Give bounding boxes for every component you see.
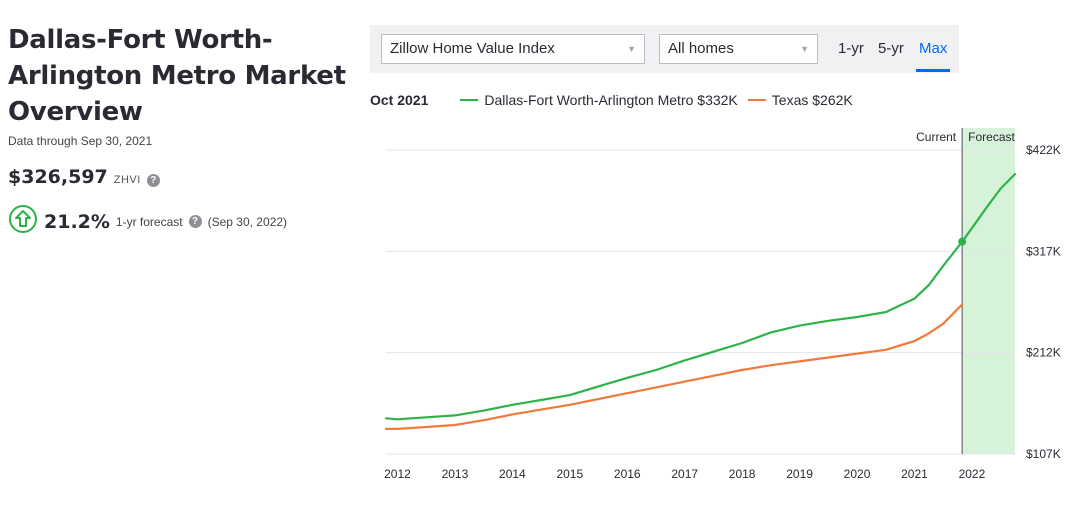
- y-tick-label: $422K: [1026, 143, 1061, 157]
- phase-label-current: Current: [916, 130, 957, 144]
- y-tick-label: $212K: [1026, 346, 1061, 360]
- x-tick-label: 2022: [959, 467, 986, 481]
- range-tab-5yr[interactable]: 5-yr: [878, 40, 904, 57]
- phase-label-forecast: Forecast: [968, 130, 1015, 144]
- current-point-marker[interactable]: [958, 237, 967, 246]
- x-tick-label: 2020: [844, 467, 871, 481]
- legend-label-texas: Texas $262K: [771, 92, 853, 108]
- forecast-region: [962, 128, 1015, 454]
- page-title: Dallas-Fort Worth-Arlington Metro Market…: [8, 25, 346, 127]
- x-tick-label: 2015: [556, 467, 583, 481]
- legend-item-metro: Dallas-Fort Worth-Arlington Metro $332K: [460, 92, 738, 108]
- legend-swatch-metro: [460, 99, 479, 101]
- y-tick-label: $317K: [1026, 244, 1061, 258]
- forecast-percent: 21.2%: [44, 210, 110, 233]
- legend-label-metro: Dallas-Fort Worth-Arlington Metro $332K: [484, 92, 738, 108]
- range-tab-max[interactable]: Max: [919, 40, 948, 57]
- series-line-metro: [384, 173, 1017, 421]
- zhvi-value: $326,597: [8, 166, 108, 188]
- chevron-down-icon: ▼: [627, 44, 636, 54]
- x-tick-label: 2017: [671, 467, 698, 481]
- x-tick-label: 2021: [901, 467, 928, 481]
- series-line-texas: [384, 303, 964, 430]
- forecast-date: (Sep 30, 2022): [207, 214, 287, 229]
- chevron-down-icon: ▼: [800, 44, 809, 54]
- forecast-label: 1-yr forecast: [115, 214, 183, 229]
- range-tab-1yr[interactable]: 1-yr: [838, 40, 864, 57]
- chart-legend: Oct 2021 Dallas-Fort Worth-Arlington Met…: [370, 92, 863, 108]
- x-tick-label: 2012: [384, 467, 411, 481]
- home-type-select[interactable]: All homes ▼: [659, 34, 818, 64]
- metric-select[interactable]: Zillow Home Value Index ▼: [381, 34, 645, 64]
- zhvi-help-icon[interactable]: ?: [146, 174, 160, 187]
- active-tab-indicator: [916, 69, 950, 72]
- x-tick-label: 2019: [786, 467, 813, 481]
- forecast-help-icon[interactable]: ?: [188, 215, 202, 228]
- forecast-row: 21.2% 1-yr forecast ? (Sep 30, 2022): [8, 204, 358, 239]
- data-through-text: Data through Sep 30, 2021: [8, 134, 153, 148]
- x-tick-label: 2016: [614, 467, 641, 481]
- market-overview-panel: Dallas-Fort Worth-Arlington Metro Market…: [8, 22, 358, 239]
- arrow-up-circle-icon: [8, 204, 38, 239]
- x-tick-label: 2013: [442, 467, 469, 481]
- legend-swatch-texas: [747, 99, 766, 101]
- x-tick-label: 2014: [499, 467, 526, 481]
- metric-select-value: Zillow Home Value Index: [390, 40, 555, 57]
- y-tick-label: $107K: [1026, 447, 1061, 461]
- chart-toolbar: Zillow Home Value Index ▼ All homes ▼ 1-…: [370, 25, 959, 73]
- zhvi-unit-label: ZHVI: [113, 174, 141, 186]
- x-tick-label: 2018: [729, 467, 756, 481]
- home-type-select-value: All homes: [668, 40, 734, 57]
- legend-month: Oct 2021: [370, 92, 429, 108]
- zhvi-row: $326,597 ZHVI ?: [8, 166, 358, 188]
- legend-item-texas: Texas $262K: [747, 92, 853, 108]
